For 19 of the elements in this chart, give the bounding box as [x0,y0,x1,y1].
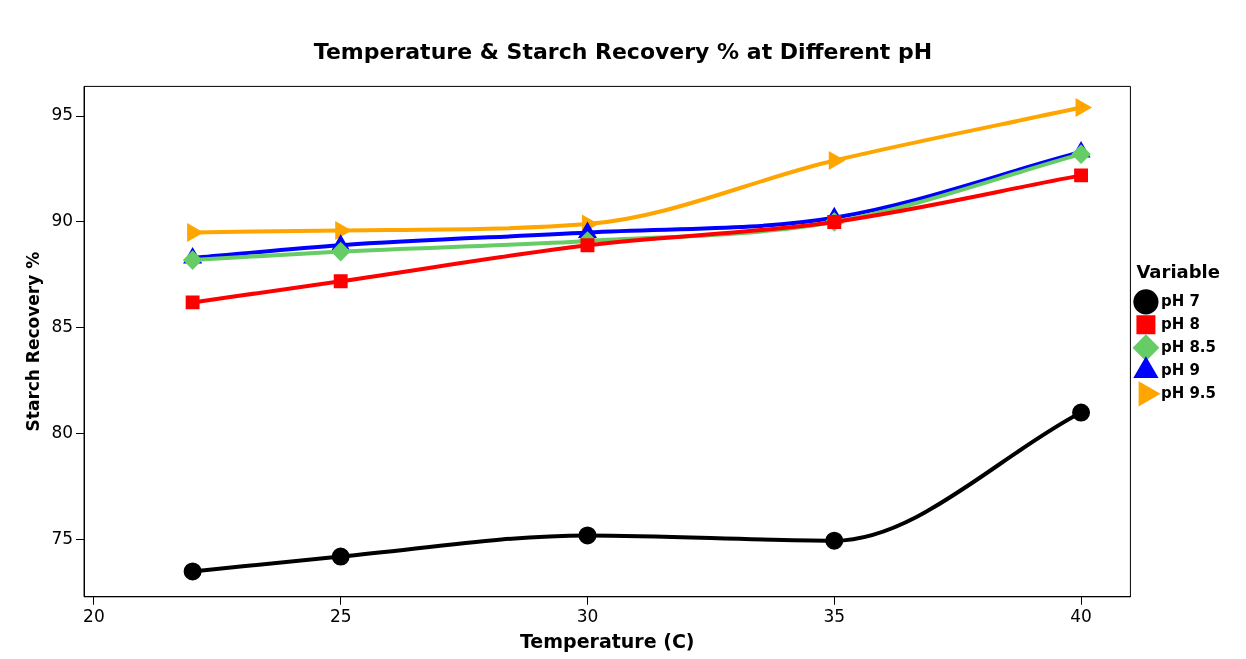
x-tick-label: 20 [83,606,105,627]
legend-label: pH 8.5 [1160,337,1217,356]
y-tick-label: 75 [51,528,74,549]
x-tick-label: 40 [1070,606,1092,627]
y-tick-label: 95 [51,104,74,125]
legend-label: pH 8 [1160,314,1200,333]
y-tick-label: 90 [51,210,74,231]
y-axis-title: Starch Recovery % [22,251,43,432]
legend-label: pH 7 [1160,291,1200,310]
y-tick-label: 85 [51,316,74,337]
x-tick-label: 30 [576,606,599,627]
y-tick-label: 80 [51,422,74,443]
legend-title: Variable [1136,261,1220,283]
legend-label: pH 9.5 [1160,383,1217,402]
chart-title: Temperature & Starch Recovery % at Different pH [313,38,933,64]
x-tick-label: 25 [329,606,352,627]
legend-label: pH 9 [1160,360,1200,379]
x-tick-label: 35 [823,606,846,627]
x-axis-title: Temperature (C) [519,629,695,652]
